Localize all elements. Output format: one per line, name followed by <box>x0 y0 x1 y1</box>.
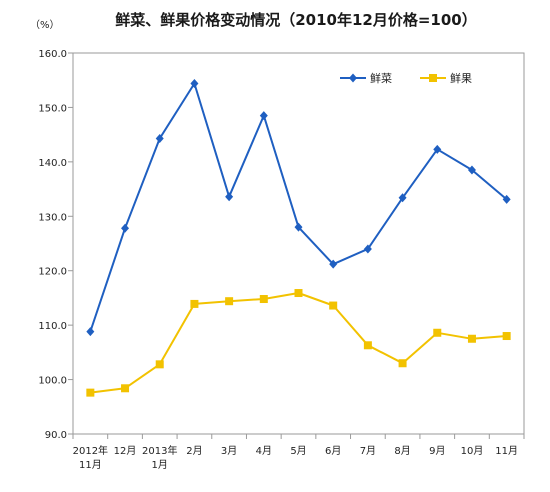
data-point-fruit <box>190 299 199 308</box>
data-point-vegetables <box>190 78 199 88</box>
x-tick-label: 5月 <box>290 445 306 457</box>
data-point-fruit <box>225 297 234 306</box>
y-tick-label: 100.0 <box>38 376 67 387</box>
data-point-vegetables <box>329 259 338 269</box>
x-tick-label: 2013年 <box>142 444 177 457</box>
data-point-fruit <box>86 388 95 397</box>
data-point-vegetables <box>398 193 407 203</box>
data-point-vegetables <box>155 133 164 143</box>
y-tick-label: 130.0 <box>38 212 67 223</box>
x-axis: 2012年 11月 12月 2013年 1月 2月 3月 4月 5月 6月 7月 8月 9月 10月 11月 <box>72 434 525 471</box>
data-point-fruit <box>502 332 511 341</box>
y-axis-unit: （%） <box>30 19 60 31</box>
x-tick-label: 12月 <box>114 445 137 457</box>
x-tick-label: 7月 <box>360 445 376 457</box>
legend-marker-vegetables <box>349 73 357 83</box>
data-point-vegetables <box>363 244 372 254</box>
y-tick-label: 110.0 <box>38 321 67 332</box>
x-tick-label: 2月 <box>186 445 202 457</box>
legend-label-vegetables: 鲜菜 <box>370 71 392 85</box>
y-tick-label: 120.0 <box>38 267 67 278</box>
data-point-vegetables <box>259 111 268 121</box>
x-tick-label: 11月 <box>79 459 102 471</box>
x-tick-label: 3月 <box>221 445 237 457</box>
data-point-fruit <box>329 301 338 310</box>
x-tick-label: 11月 <box>495 445 518 457</box>
data-point-vegetables <box>225 192 234 202</box>
data-point-vegetables <box>121 223 130 233</box>
x-tick-label: 8月 <box>394 445 410 457</box>
x-tick-label: 9月 <box>429 445 445 457</box>
data-point-fruit <box>363 341 372 350</box>
data-point-vegetables <box>433 144 442 154</box>
data-point-vegetables <box>467 165 476 175</box>
x-tick-label: 2012年 <box>73 444 108 457</box>
chart-title: 鲜菜、鲜果价格变动情况（2010年12月价格=100） <box>115 11 477 29</box>
data-point-fruit <box>155 360 164 369</box>
data-point-vegetables <box>86 327 95 337</box>
data-point-fruit <box>121 384 130 393</box>
legend: 鲜菜 鲜果 <box>340 71 472 85</box>
legend-marker-fruit <box>429 74 437 82</box>
data-point-fruit <box>294 289 303 298</box>
data-point-vegetables <box>294 222 303 232</box>
data-point-fruit <box>398 359 407 368</box>
series-layer <box>86 78 511 397</box>
y-tick-label: 140.0 <box>38 158 67 169</box>
data-point-fruit <box>467 334 476 343</box>
y-axis: 160.0 150.0 140.0 130.0 120.0 110.0 100.0 90.0 <box>38 49 73 441</box>
data-point-fruit <box>259 295 268 304</box>
data-point-fruit <box>433 328 442 337</box>
x-tick-label: 6月 <box>325 445 341 457</box>
x-tick-label: 1月 <box>152 459 168 471</box>
legend-label-fruit: 鲜果 <box>450 71 472 85</box>
y-tick-label: 150.0 <box>38 103 67 114</box>
y-tick-label: 160.0 <box>38 49 67 60</box>
x-tick-label: 10月 <box>461 445 484 457</box>
y-tick-label: 90.0 <box>45 430 67 441</box>
plot-area <box>72 52 525 435</box>
data-point-vegetables <box>502 194 511 204</box>
x-tick-label: 4月 <box>256 445 272 457</box>
